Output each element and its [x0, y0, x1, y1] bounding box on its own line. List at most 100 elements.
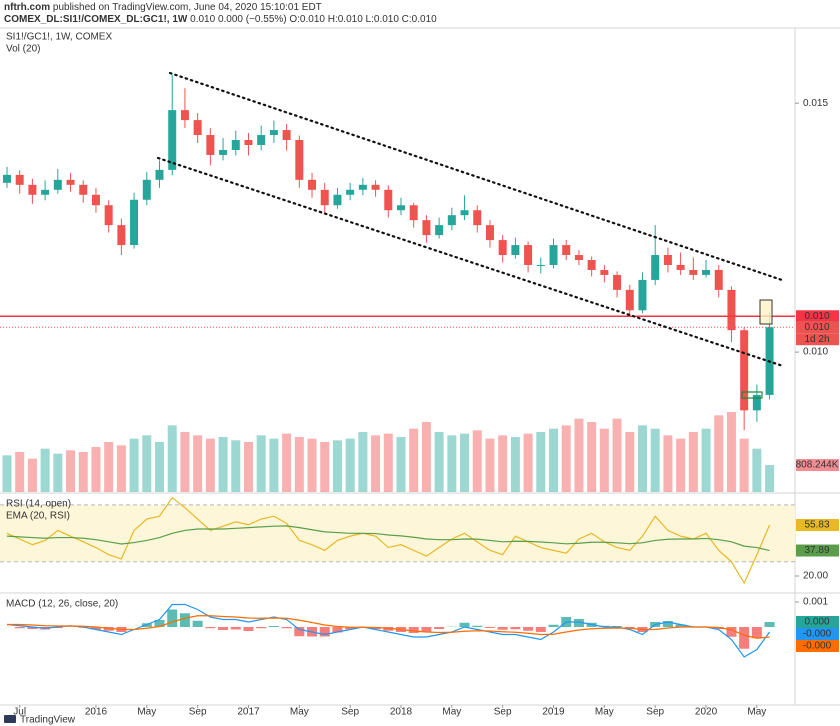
candle-body — [257, 135, 266, 145]
histogram-bar — [27, 627, 38, 629]
candle-body — [524, 245, 533, 265]
author: nftrh.com — [4, 2, 50, 13]
candle-body — [206, 135, 215, 155]
volume-bar — [371, 435, 381, 492]
volume-bar — [587, 422, 597, 492]
volume-bar — [460, 433, 470, 492]
candle-body — [41, 189, 50, 195]
pane-title: SI1!/GC1!, 1W, COMEX — [6, 32, 112, 43]
volume-bar — [383, 433, 393, 492]
candle-body — [53, 179, 62, 190]
candle-body — [295, 140, 304, 180]
volume-bar — [714, 415, 724, 492]
last-price-label: 0.010 — [804, 322, 829, 333]
candle-body — [740, 330, 749, 411]
histogram-bar — [179, 613, 190, 627]
candle-body — [536, 264, 545, 266]
volume-bar — [358, 432, 368, 492]
candle-body — [142, 179, 151, 200]
volume-bar — [15, 452, 25, 492]
volume-bar — [243, 442, 253, 492]
volume-bar — [561, 425, 571, 492]
candle-body — [333, 194, 342, 206]
header-line: nftrh.com published on TradingView.com, … — [4, 2, 322, 13]
symbol: COMEX_DL:SI1!/COMEX_DL:GC1!, 1W — [4, 14, 188, 25]
histogram-bar — [167, 609, 178, 627]
volume-bar — [345, 438, 355, 492]
histogram-bar — [434, 627, 445, 629]
last-value-label-box — [796, 544, 839, 557]
histogram-bar — [256, 627, 267, 629]
volume-label: 808.244K — [796, 460, 839, 471]
candle-body — [435, 225, 444, 236]
volume-bar — [282, 433, 292, 492]
volume-bar — [205, 438, 215, 492]
candle-body — [104, 205, 113, 226]
y-tick-label: 20.00 — [803, 571, 828, 582]
candle-body — [485, 225, 494, 241]
histogram-label-box — [796, 616, 839, 628]
highlight-box — [741, 391, 763, 399]
candle-body — [91, 194, 100, 206]
histogram-bar — [103, 627, 114, 631]
volume-bar — [78, 452, 88, 492]
volume-bar — [91, 447, 101, 492]
candle-body — [130, 199, 139, 246]
histogram-bar — [192, 620, 203, 627]
volume-bar — [421, 422, 431, 492]
histogram-bar — [599, 625, 610, 627]
volume-bar — [193, 435, 203, 492]
candle-body — [180, 110, 189, 121]
candle-body — [511, 245, 520, 256]
histogram-bar — [383, 627, 394, 631]
volume-bar — [510, 437, 520, 492]
candle-body — [562, 245, 571, 256]
signal-label: -0.000 — [803, 641, 832, 652]
x-tick-label: 2018 — [390, 707, 413, 718]
volume-bar — [574, 418, 584, 492]
volume-bar — [40, 448, 50, 492]
volume-bar — [472, 430, 482, 492]
hline-label-box — [796, 310, 839, 323]
published: published on TradingView.com, June 04, 2… — [53, 2, 322, 13]
candle-body — [714, 269, 723, 290]
volume-bar — [155, 442, 165, 492]
x-tick-label: May — [137, 707, 156, 718]
volume-bar — [218, 437, 228, 492]
histogram-bar — [281, 627, 292, 629]
candle-body — [689, 269, 698, 275]
x-tick-label: Sep — [189, 707, 207, 718]
candle-body — [168, 110, 177, 170]
histogram-bar — [421, 627, 432, 632]
volume-bar — [231, 440, 241, 492]
candle-body — [600, 269, 609, 275]
x-tick-label: Jul — [13, 707, 26, 718]
volume-label-box — [796, 459, 839, 472]
volume-bar — [663, 435, 673, 492]
histogram-bar — [510, 627, 521, 630]
candle-body — [396, 205, 405, 211]
series-line — [6, 525, 770, 552]
candle-body — [282, 130, 291, 141]
signal-label-box — [796, 640, 839, 652]
histogram-bar — [751, 627, 762, 639]
macd-label-box — [796, 628, 839, 640]
volume-bar — [307, 438, 317, 492]
last-value-label-box — [796, 518, 839, 531]
pane-title: MACD (12, 26, close, 20) — [6, 599, 118, 610]
trend-line — [156, 156, 785, 368]
histogram-bar — [154, 620, 165, 627]
candle-body — [15, 174, 24, 185]
volume-bar — [637, 425, 647, 492]
candle-body — [244, 140, 253, 145]
volume-bar — [739, 438, 749, 492]
histogram-bar — [319, 627, 330, 637]
volume-bar — [549, 428, 559, 492]
histogram-bar — [535, 627, 546, 632]
volume-bar — [650, 428, 660, 492]
volume-title: Vol (20) — [6, 44, 40, 55]
histogram-bar — [764, 622, 775, 627]
